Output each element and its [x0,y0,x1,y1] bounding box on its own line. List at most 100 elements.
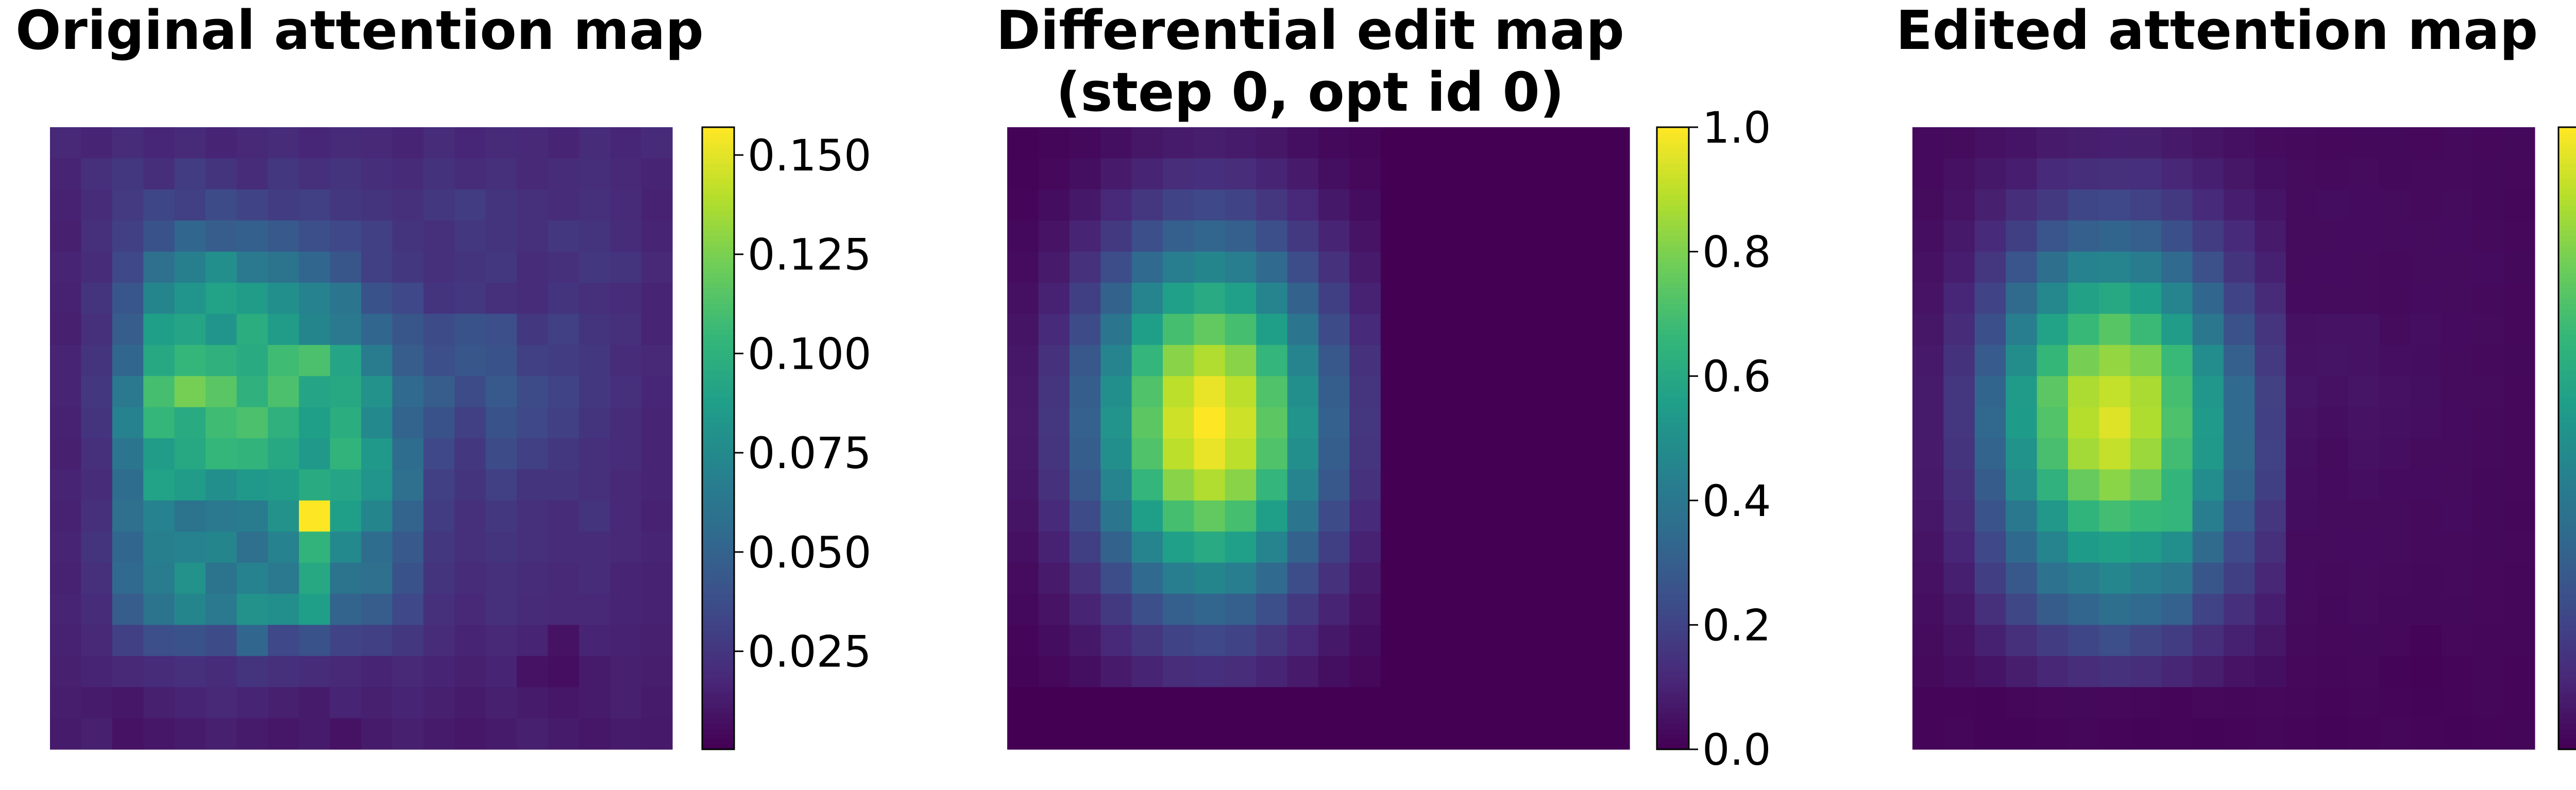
heatmap-cell [299,531,331,563]
heatmap-cell [1536,345,1568,376]
heatmap-cell [2379,127,2411,159]
heatmap-cell [2379,500,2411,532]
heatmap-cell [143,625,175,657]
heatmap-cell [174,656,206,688]
heatmap-cell [2130,283,2162,314]
heatmap-cell [1349,345,1381,376]
heatmap-cell [206,220,237,252]
heatmap-cell [1100,469,1132,501]
heatmap-cell [1349,718,1381,750]
heatmap-cell [2255,189,2286,221]
colorbar-segment [2558,283,2576,288]
heatmap-cell [2161,251,2193,283]
heatmap-cell [2224,469,2255,501]
heatmap-cell [112,189,144,221]
heatmap-cell [50,220,81,252]
panel-title-differential-line2: (step 0, opt id 0) [1056,61,1564,124]
heatmap-cell [392,345,424,376]
heatmap-cell [1474,687,1505,719]
heatmap-cell [143,407,175,439]
heatmap-cell [1318,127,1350,159]
heatmap-cell [2379,562,2411,594]
colorbar-segment [702,226,734,232]
heatmap-cell [517,438,548,470]
heatmap-cell [2441,376,2473,408]
heatmap-cell [1256,220,1288,252]
heatmap-cell [2441,687,2473,719]
heatmap-cell [641,220,673,252]
heatmap-cell [1412,687,1444,719]
heatmap-cell [2410,562,2442,594]
heatmap-cell [236,158,268,190]
heatmap-cell [1318,718,1350,750]
heatmap-cell [1194,220,1226,252]
heatmap-cell [641,407,673,439]
heatmap-cell [1474,594,1505,625]
heatmap-cell [361,469,393,501]
heatmap-cell [2037,376,2069,408]
heatmap-cell [330,189,362,221]
heatmap-cell [1038,220,1070,252]
colorbar-segment [2558,236,2576,242]
heatmap-cell [1974,283,2006,314]
heatmap-cell [2441,469,2473,501]
heatmap-cell [1163,376,1194,408]
heatmap-cell [1225,531,1257,563]
heatmap-cell [2068,158,2099,190]
colorbar-segment [702,308,734,315]
heatmap-cell [2192,376,2224,408]
colorbar-segment [2558,371,2576,376]
heatmap-cell [2472,438,2504,470]
heatmap-cell [2224,220,2255,252]
heatmap-cell [2472,189,2504,221]
heatmap-cell [1349,251,1381,283]
heatmap-cell [2255,718,2286,750]
heatmap-cell [1443,127,1475,159]
heatmap-cell [361,531,393,563]
panel-title-original: Original attention map [15,0,704,62]
heatmap-cell [1943,531,1975,563]
panel-original: Original attention map 0.0250.0500.0750.… [15,0,871,750]
heatmap-cell [112,625,144,657]
colorbar-segment [702,542,734,548]
heatmap-cell [485,314,517,346]
heatmap-cell [1412,531,1444,563]
heatmap-cell [2037,127,2069,159]
heatmap-cell [50,469,81,501]
heatmap-cell [1194,314,1226,346]
heatmap-cell [2379,469,2411,501]
colorbar-segment [2558,355,2576,361]
heatmap-cell [236,189,268,221]
colorbar-segment [702,179,734,185]
heatmap-cell [1912,251,1944,283]
heatmap-cell [1349,625,1381,657]
heatmap-cell [548,562,580,594]
heatmap-cell [1131,656,1163,688]
heatmap-cell [2130,656,2162,688]
colorbar-segment [2558,210,2576,216]
heatmap-cell [2068,220,2099,252]
colorbar-segment [1657,682,1689,688]
heatmap-cell [2410,189,2442,221]
heatmap-cell [330,127,362,159]
heatmap-cell [2255,687,2286,719]
colorbar-segment [702,407,734,413]
colorbar-segment [1657,366,1689,371]
heatmap-cell [206,283,237,314]
heatmap-cell [1943,469,1975,501]
heatmap-cell [2317,687,2349,719]
colorbar-segment [1657,500,1689,506]
colorbar-segment [1657,210,1689,216]
heatmap-cell [2130,189,2162,221]
heatmap-cell [267,594,299,625]
panel-title-differential-line1: Differential edit map [996,0,1624,62]
colorbar-segment [702,687,734,693]
colorbar-segment [2558,568,2576,574]
heatmap-cell [2348,531,2380,563]
heatmap-cell [81,687,113,719]
heatmap-cell [361,314,393,346]
colorbar-segment [1657,474,1689,480]
heatmap-cell [2224,345,2255,376]
heatmap-cell [1163,438,1194,470]
heatmap-cell [1567,625,1599,657]
